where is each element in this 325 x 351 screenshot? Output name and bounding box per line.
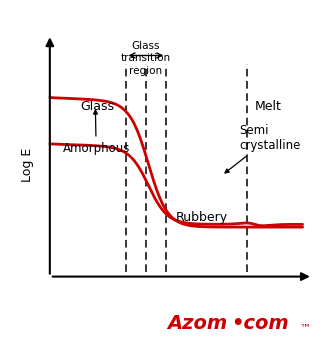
- Text: Glass
transition
region: Glass transition region: [121, 41, 171, 75]
- Text: Log E: Log E: [20, 148, 33, 182]
- Text: Rubbery: Rubbery: [176, 211, 228, 224]
- Text: Melt: Melt: [254, 99, 281, 113]
- Text: Azom: Azom: [167, 314, 227, 333]
- Text: Semi
crystalline: Semi crystalline: [225, 124, 301, 173]
- Text: Amorphous: Amorphous: [62, 110, 130, 155]
- Text: ™: ™: [299, 324, 310, 333]
- Text: •com: •com: [231, 314, 289, 333]
- Text: Glass: Glass: [80, 99, 114, 113]
